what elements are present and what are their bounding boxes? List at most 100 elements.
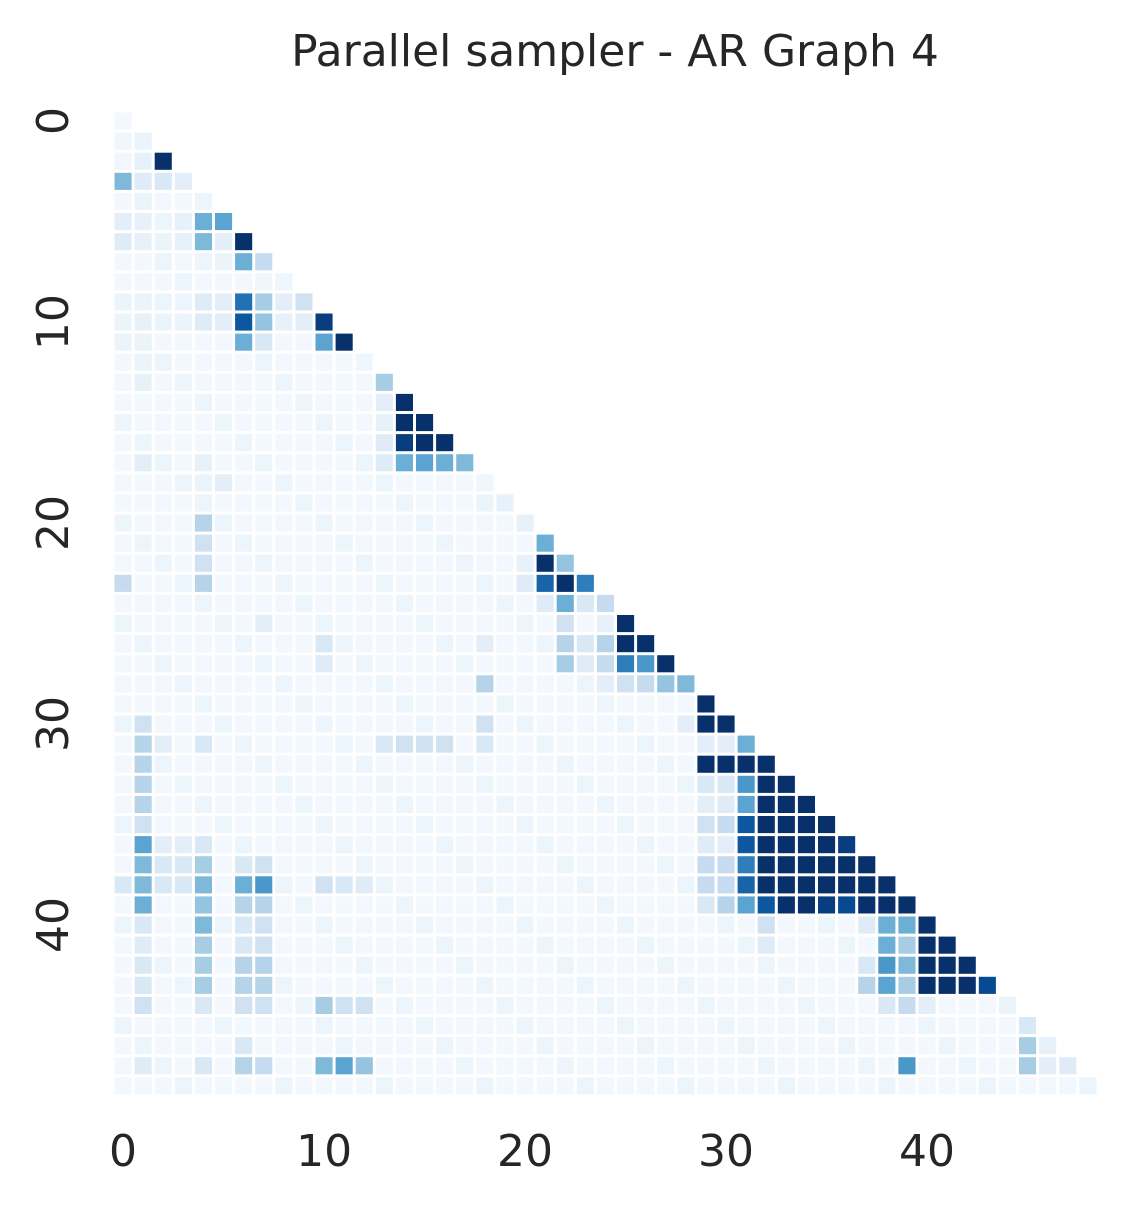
heatmap-cell: [576, 795, 594, 813]
heatmap-cell: [295, 474, 313, 492]
heatmap-cell: [516, 876, 534, 894]
heatmap-cell: [1039, 1057, 1057, 1075]
heatmap-cell: [235, 735, 253, 753]
heatmap-cell: [536, 735, 554, 753]
heatmap-cell: [576, 775, 594, 793]
heatmap-cell: [315, 956, 333, 974]
heatmap-cell: [858, 1017, 876, 1035]
heatmap-cell: [255, 956, 273, 974]
heatmap-cell: [456, 996, 474, 1014]
heatmap-cell: [556, 574, 574, 592]
heatmap-cell: [375, 494, 393, 512]
heatmap-cell: [255, 635, 273, 653]
heatmap-cell: [235, 414, 253, 432]
heatmap-cell: [978, 1057, 996, 1075]
heatmap-cell: [335, 695, 353, 713]
heatmap-cell: [174, 916, 192, 934]
heatmap-cell: [717, 956, 735, 974]
heatmap-cell: [938, 996, 956, 1014]
heatmap-cell: [355, 816, 373, 834]
heatmap-cell: [536, 715, 554, 733]
heatmap-cell: [536, 956, 554, 974]
heatmap-cell: [114, 1017, 132, 1035]
heatmap-cell: [717, 1017, 735, 1035]
heatmap-cell: [436, 996, 454, 1014]
heatmap-cell: [818, 816, 836, 834]
x-tick-label: 40: [899, 1126, 955, 1177]
heatmap-cell: [657, 695, 675, 713]
heatmap-cell: [456, 836, 474, 854]
heatmap-cell: [315, 333, 333, 351]
heatmap-cell: [335, 514, 353, 532]
heatmap-cell: [154, 956, 172, 974]
heatmap-cell: [496, 876, 514, 894]
heatmap-cell: [596, 956, 614, 974]
heatmap-cell: [114, 273, 132, 291]
heatmap-cell: [154, 916, 172, 934]
heatmap-cell: [978, 1017, 996, 1035]
heatmap-cell: [215, 353, 233, 371]
heatmap-cell: [154, 1017, 172, 1035]
heatmap-cell: [677, 836, 695, 854]
heatmap-cell: [395, 534, 413, 552]
heatmap-cell: [275, 454, 293, 472]
heatmap-cell: [576, 1057, 594, 1075]
heatmap-cell: [536, 574, 554, 592]
heatmap-cell: [174, 414, 192, 432]
heatmap-cell: [617, 936, 635, 954]
heatmap-cell: [576, 594, 594, 612]
heatmap-cell: [114, 293, 132, 311]
heatmap-cell: [818, 976, 836, 994]
heatmap-cell: [375, 434, 393, 452]
heatmap-cell: [134, 233, 152, 251]
heatmap-cell: [174, 373, 192, 391]
heatmap-cell: [375, 755, 393, 773]
heatmap-cell: [315, 836, 333, 854]
heatmap-cell: [737, 876, 755, 894]
heatmap-cell: [717, 916, 735, 934]
heatmap-cell: [838, 936, 856, 954]
heatmap-cell: [838, 1017, 856, 1035]
heatmap-cell: [596, 715, 614, 733]
heatmap-cell: [617, 876, 635, 894]
heatmap-cell: [375, 1037, 393, 1055]
heatmap-cell: [737, 795, 755, 813]
heatmap-cell: [255, 896, 273, 914]
heatmap-cell: [395, 755, 413, 773]
heatmap-cell: [556, 735, 574, 753]
heatmap-cell: [576, 715, 594, 733]
heatmap-cell: [315, 976, 333, 994]
heatmap-cell: [818, 896, 836, 914]
heatmap-cell: [536, 775, 554, 793]
heatmap-cell: [194, 594, 212, 612]
heatmap-cell: [134, 1017, 152, 1035]
heatmap-cell: [335, 675, 353, 693]
heatmap-cell: [697, 896, 715, 914]
heatmap-cell: [476, 1017, 494, 1035]
heatmap-cell: [496, 916, 514, 934]
heatmap-cell: [134, 655, 152, 673]
heatmap-cell: [918, 1077, 936, 1095]
heatmap-cell: [596, 1017, 614, 1035]
heatmap-cell: [174, 213, 192, 231]
heatmap-cell: [275, 313, 293, 331]
heatmap-cell: [355, 755, 373, 773]
heatmap-cell: [295, 333, 313, 351]
heatmap-cell: [375, 695, 393, 713]
heatmap-cell: [375, 594, 393, 612]
y-axis-ticks: 0 10 20 30 40: [28, 107, 79, 953]
heatmap-cell: [154, 253, 172, 271]
heatmap-cell: [677, 795, 695, 813]
heatmap-cell: [335, 414, 353, 432]
heatmap-cell: [315, 715, 333, 733]
heatmap-cell: [958, 996, 976, 1014]
heatmap-cell: [114, 816, 132, 834]
heatmap-cell: [878, 1037, 896, 1055]
heatmap-cell: [496, 936, 514, 954]
heatmap-cell: [456, 775, 474, 793]
heatmap-cell: [215, 1057, 233, 1075]
heatmap-cell: [114, 996, 132, 1014]
heatmap-cell: [536, 976, 554, 994]
heatmap-cell: [576, 635, 594, 653]
heatmap-cell: [255, 554, 273, 572]
